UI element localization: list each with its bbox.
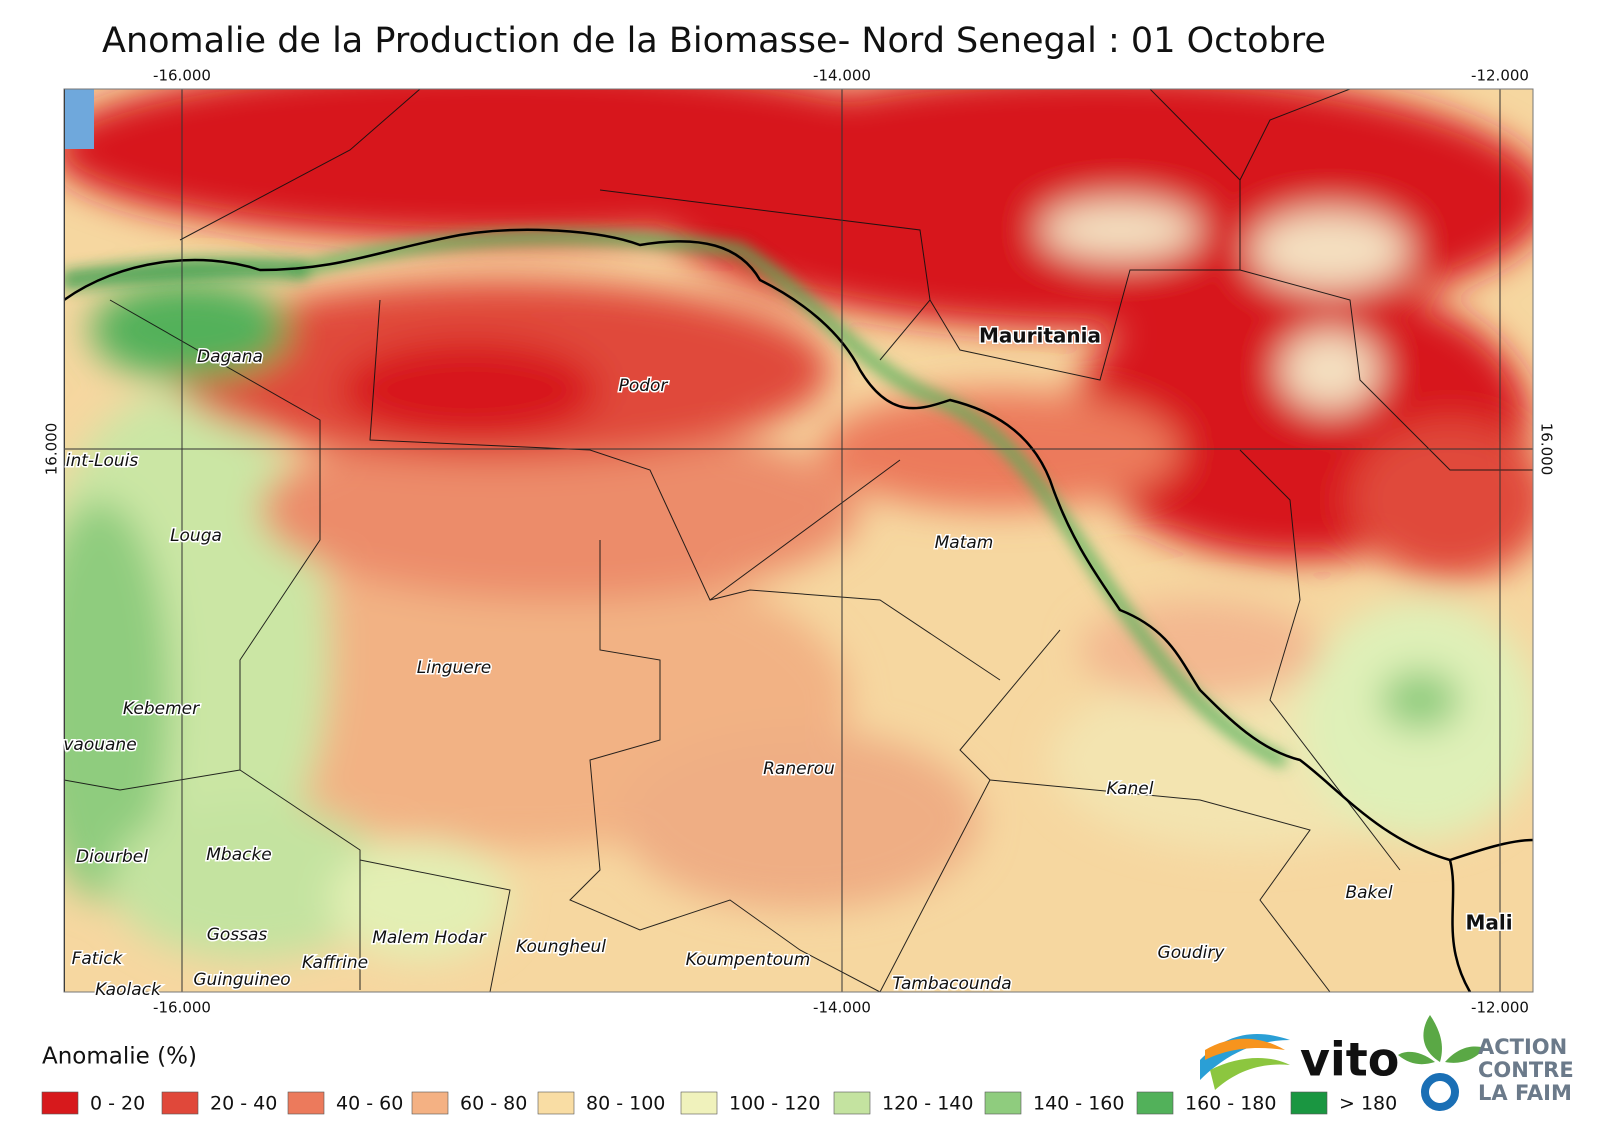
legend-title: Anomalie (%) bbox=[42, 1044, 197, 1070]
legend-swatch bbox=[537, 1091, 575, 1115]
legend-label: 20 - 40 bbox=[210, 1093, 277, 1115]
legend-label: 120 - 140 bbox=[882, 1093, 973, 1115]
legend: Anomalie (%) 0 - 20 20 - 40 40 - 60 60 - 80… bbox=[41, 1044, 1397, 1115]
map-title: Anomalie de la Production de la Biomasse… bbox=[102, 21, 1326, 61]
legend-label: 40 - 60 bbox=[336, 1093, 403, 1115]
acf-logo: ACTION CONTRE LA FAIM bbox=[1398, 1015, 1574, 1111]
legend-swatch bbox=[1136, 1091, 1174, 1115]
legend-swatch bbox=[1290, 1091, 1328, 1115]
legend-swatch bbox=[287, 1091, 325, 1115]
place-label: Guinguineo bbox=[193, 970, 290, 990]
legend-swatch bbox=[833, 1091, 871, 1115]
legend-label: 100 - 120 bbox=[729, 1093, 820, 1115]
acf-text: CONTRE bbox=[1478, 1058, 1574, 1082]
legend-swatch bbox=[680, 1091, 718, 1115]
place-label: Louga bbox=[170, 526, 222, 546]
place-label: Koumpentoum bbox=[686, 950, 811, 970]
grid-label: -14.000 bbox=[813, 67, 871, 85]
place-label: Ranerou bbox=[763, 759, 835, 779]
place-label: Mbacke bbox=[206, 845, 272, 865]
legend-label: 0 - 20 bbox=[90, 1093, 145, 1115]
place-label: Gossas bbox=[207, 925, 268, 945]
country-label: Mauritania bbox=[979, 324, 1101, 348]
place-label: int-Louis bbox=[66, 451, 139, 471]
legend-label: 80 - 100 bbox=[586, 1093, 665, 1115]
legend-swatch bbox=[161, 1091, 199, 1115]
place-label: Kanel bbox=[1107, 779, 1154, 799]
place-label: Kaolack bbox=[95, 980, 162, 1000]
grid-label: 16.000 bbox=[1538, 423, 1556, 476]
legend-label: 60 - 80 bbox=[460, 1093, 527, 1115]
map-labels: -16.000 -16.000 -14.000 -14.000 -12.000 -12.0… bbox=[43, 67, 1556, 1017]
grid-label: 16.000 bbox=[43, 423, 61, 476]
vito-text: vito bbox=[1300, 1033, 1399, 1087]
grid-label: -12.000 bbox=[1471, 999, 1529, 1017]
legend-swatch bbox=[41, 1091, 79, 1115]
place-label: vaouane bbox=[63, 735, 136, 755]
legend-label: 140 - 160 bbox=[1033, 1093, 1124, 1115]
place-label: Tambacounda bbox=[892, 974, 1011, 994]
place-label: Fatick bbox=[72, 949, 124, 969]
legend-swatch bbox=[411, 1091, 449, 1115]
place-label: Malem Hodar bbox=[372, 928, 487, 948]
place-label: Linguere bbox=[417, 658, 491, 678]
place-label: Kebemer bbox=[123, 699, 200, 719]
acf-text: LA FAIM bbox=[1478, 1081, 1572, 1105]
grid-label: -12.000 bbox=[1471, 67, 1529, 85]
place-label: Kaffrine bbox=[302, 953, 368, 973]
country-label: Mali bbox=[1465, 911, 1512, 935]
place-label: Diourbel bbox=[76, 847, 148, 867]
legend-swatch bbox=[984, 1091, 1022, 1115]
place-label: Matam bbox=[935, 533, 994, 553]
place-label: Podor bbox=[619, 376, 669, 396]
map-raster bbox=[64, 89, 1533, 992]
vito-logo: vito bbox=[1200, 1033, 1399, 1090]
grid-label: -16.000 bbox=[153, 67, 211, 85]
place-label: Dagana bbox=[197, 347, 263, 367]
grid-label: -14.000 bbox=[813, 999, 871, 1017]
place-label: Koungheul bbox=[516, 937, 606, 957]
acf-text: ACTION bbox=[1478, 1035, 1567, 1059]
grid-label: -16.000 bbox=[153, 999, 211, 1017]
place-label: Bakel bbox=[1345, 883, 1392, 903]
place-label: Goudiry bbox=[1158, 943, 1226, 963]
legend-label: > 180 bbox=[1339, 1093, 1397, 1115]
legend-label: 160 - 180 bbox=[1185, 1093, 1276, 1115]
